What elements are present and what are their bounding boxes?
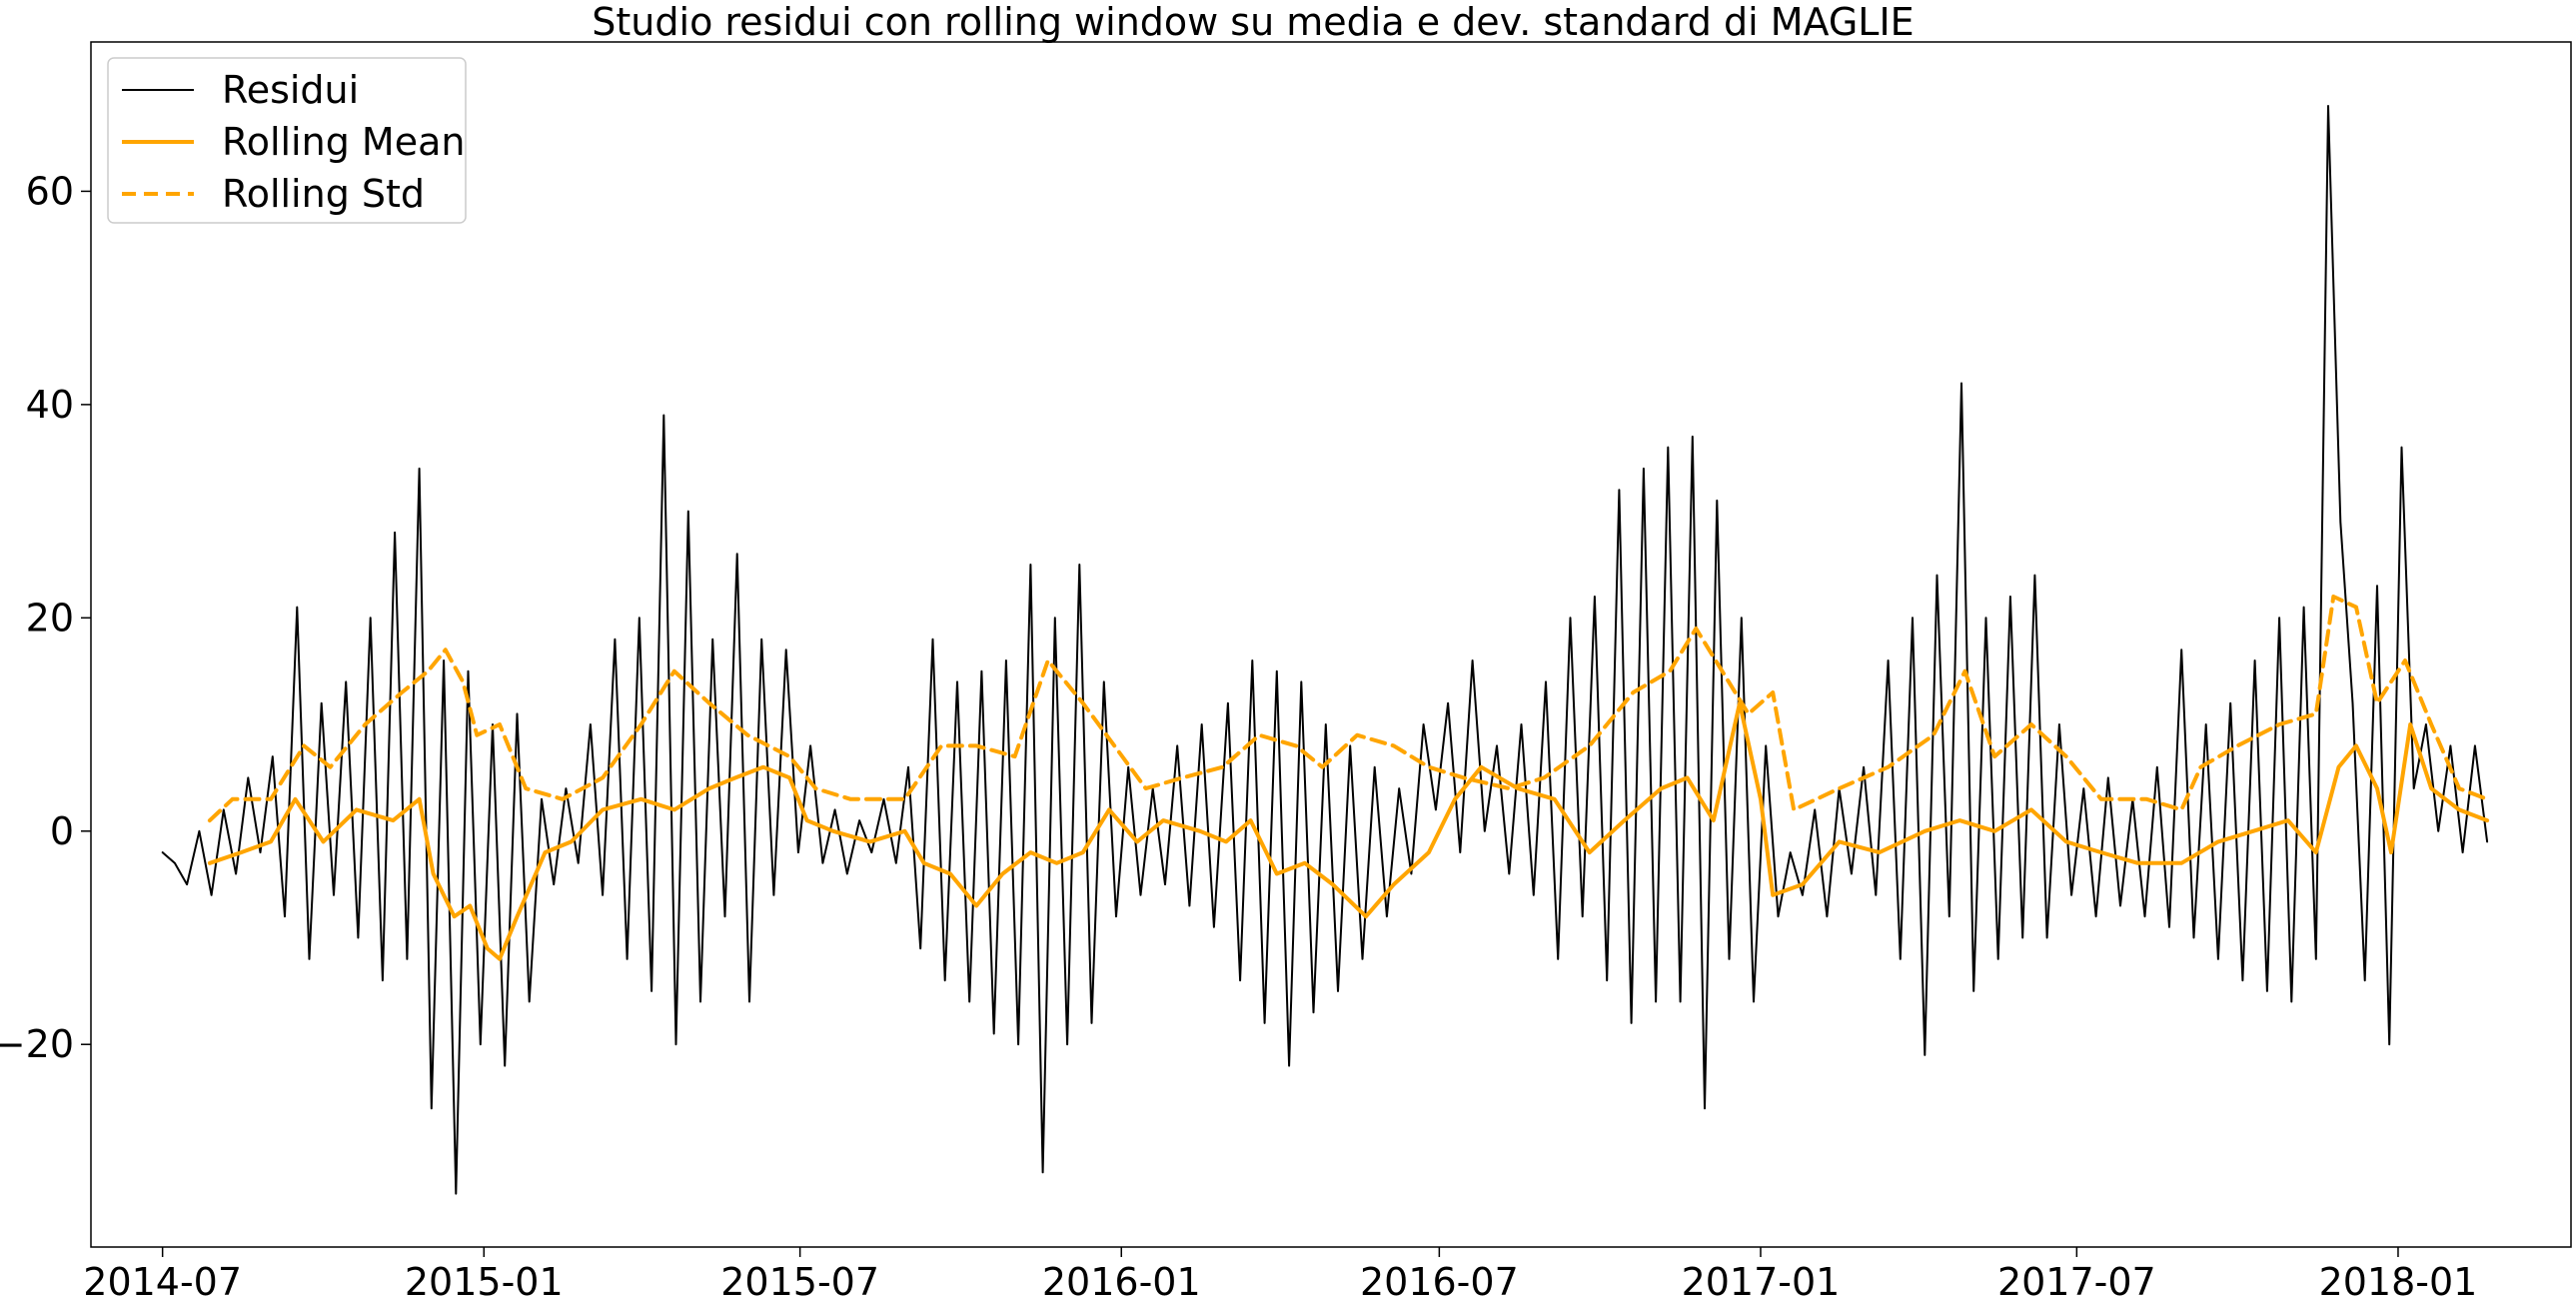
chart-title: Studio residui con rolling window su med… — [592, 0, 1914, 44]
plot-area-frame — [90, 41, 2572, 1248]
x-tick-label: 2017-07 — [1997, 1260, 2156, 1298]
series-line-rolling-mean — [207, 700, 2490, 961]
y-tick-label: 60 — [26, 169, 74, 213]
x-tick-label: 2014-07 — [83, 1260, 242, 1298]
x-tick-label: 2016-01 — [1042, 1260, 1201, 1298]
y-tick-label: 20 — [26, 596, 74, 640]
x-axis: 2014-07 2015-01 2015-07 2016-01 2016-07 2017-… — [83, 1247, 2477, 1298]
x-tick-label: 2017-01 — [1682, 1260, 1841, 1298]
legend-label: Residui — [222, 68, 359, 112]
x-tick-label: 2016-07 — [1360, 1260, 1519, 1298]
legend-frame — [107, 57, 467, 224]
y-tick-label: 0 — [50, 809, 74, 853]
series-layer — [161, 105, 2490, 1195]
legend-label: Rolling Mean — [222, 120, 465, 164]
series-line-residui — [161, 105, 2489, 1195]
series-line-rolling-std — [207, 595, 2490, 823]
x-tick-label: 2015-01 — [405, 1260, 564, 1298]
legend-label: Rolling Std — [222, 172, 425, 216]
y-tick-label: 40 — [26, 383, 74, 427]
y-axis: −20 0 20 40 60 — [0, 169, 91, 1066]
y-tick-label: −20 — [0, 1022, 74, 1066]
legend: Residui Rolling Mean Rolling Std — [107, 57, 467, 224]
x-tick-label: 2015-07 — [720, 1260, 879, 1298]
x-tick-label: 2018-01 — [2319, 1260, 2478, 1298]
